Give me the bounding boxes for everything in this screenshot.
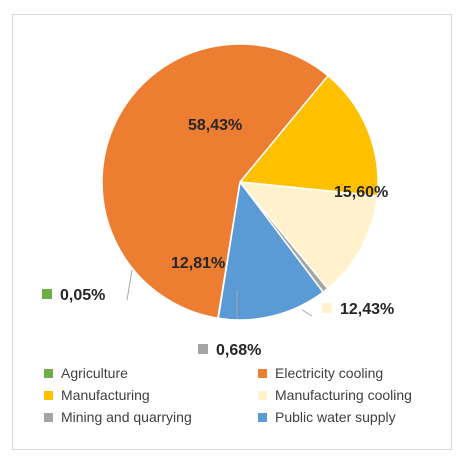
legend-item-agriculture: Agriculture [44, 364, 128, 382]
data-label-manufacturing: 15,60% [334, 184, 388, 201]
data-label-swatch-agriculture [42, 289, 52, 299]
legend-swatch-manufacturing [44, 390, 53, 400]
data-label-swatch-manufacturing-cooling [322, 303, 332, 313]
legend-label-manufacturing-cooling: Manufacturing cooling [275, 387, 412, 403]
leader-lines [126, 269, 313, 318]
legend-swatch-agriculture [44, 368, 53, 378]
pie-slice-manufacturing-cooling [238, 181, 379, 290]
legend-item-public-water-supply: Public water supply [258, 408, 396, 426]
data-label-mining-and-quarrying: 0,68% [216, 342, 261, 359]
legend-label-mining-and-quarrying: Mining and quarrying [61, 409, 192, 425]
legend-item-manufacturing-cooling: Manufacturing cooling [258, 386, 412, 404]
legend-label-agriculture: Agriculture [61, 365, 128, 381]
legend-swatch-public-water-supply [258, 412, 267, 422]
legend-label-electricity-cooling: Electricity cooling [275, 365, 384, 381]
pie-slice-manufacturing [238, 74, 379, 197]
data-label-public-water-supply: 12,81% [171, 255, 225, 272]
data-labels: 15,60% 12,43% 0,68% 12,81% 0,05% 58,43% [42, 117, 394, 359]
legend-item-mining-and-quarrying: Mining and quarrying [44, 408, 192, 426]
legend-item-manufacturing: Manufacturing [44, 386, 150, 404]
legend-label-manufacturing: Manufacturing [61, 387, 150, 403]
legend-swatch-manufacturing-cooling [258, 390, 267, 400]
leader-line-agriculture [126, 269, 133, 301]
pie-slice-public-water-supply [217, 180, 325, 321]
pie-slices [101, 43, 379, 321]
leader-line-manufacturing-cooling [301, 309, 313, 317]
data-label-manufacturing-cooling: 12,43% [340, 301, 394, 318]
legend-item-electricity-cooling: Electricity cooling [258, 364, 383, 382]
legend-swatch-mining-and-quarrying [44, 412, 53, 422]
pie-slice-electricity-cooling [101, 43, 330, 320]
data-label-swatch-mining-and-quarrying [198, 344, 208, 354]
legend-label-public-water-supply: Public water supply [275, 409, 396, 425]
data-label-agriculture: 0,05% [60, 287, 105, 304]
legend-swatch-electricity-cooling [258, 368, 267, 378]
data-label-electricity-cooling: 58,43% [188, 117, 242, 134]
